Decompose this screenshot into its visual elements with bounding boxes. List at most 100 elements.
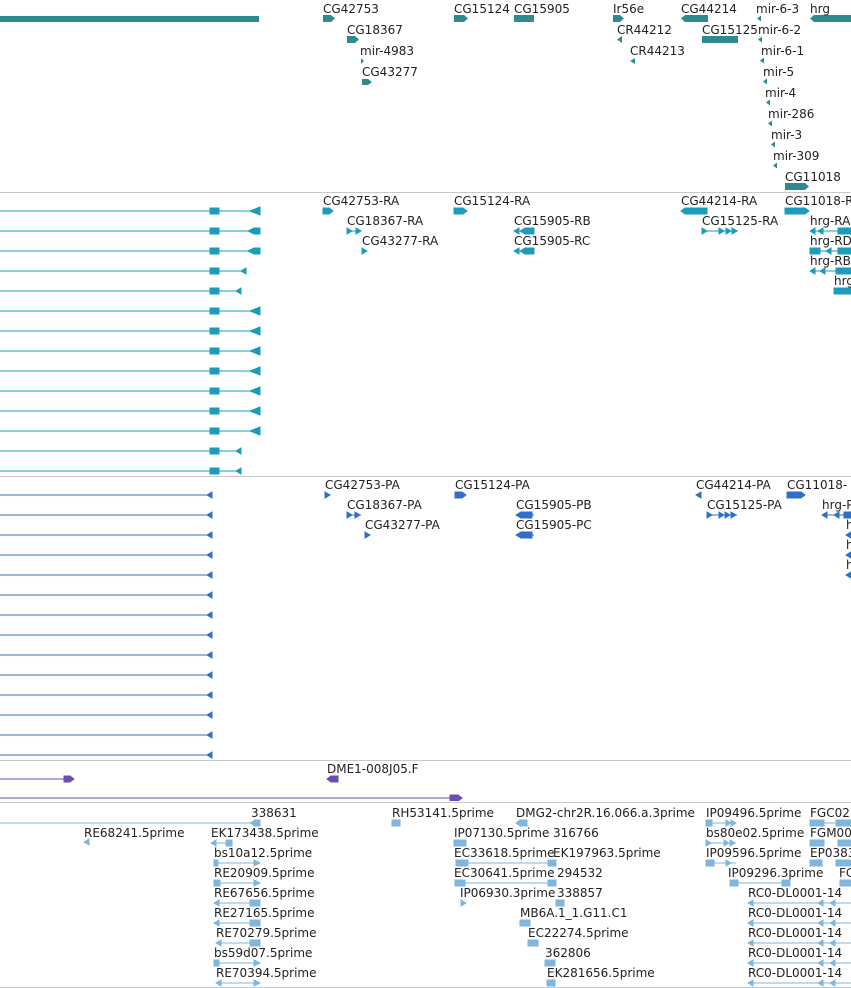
est-label[interactable]: bs59d07.5prime: [214, 946, 312, 960]
protein-label[interactable]: CG11018-: [787, 478, 847, 492]
est-label[interactable]: IP09496.5prime: [706, 806, 801, 820]
gene-feature[interactable]: [514, 15, 534, 22]
protein-label[interactable]: CG15905-PC: [516, 518, 592, 532]
est-feature[interactable]: [392, 820, 400, 826]
est-feature[interactable]: [216, 980, 260, 986]
transcript-feature[interactable]: [0, 367, 260, 375]
est-label[interactable]: 338631: [251, 806, 297, 820]
est-label[interactable]: IP09296.3prime: [728, 866, 823, 880]
transcript-feature[interactable]: [0, 248, 260, 254]
transcript-label[interactable]: CG44214-RA: [681, 194, 757, 208]
est-label[interactable]: FGC027: [810, 806, 851, 820]
gene-feature[interactable]: [617, 36, 622, 43]
gene-label[interactable]: CR44213: [630, 44, 685, 58]
gene-label[interactable]: mir-6-3: [756, 2, 799, 16]
gene-feature[interactable]: [766, 100, 770, 106]
gene-feature[interactable]: [757, 16, 761, 22]
protein-feature[interactable]: [707, 512, 737, 518]
gene-feature[interactable]: [613, 15, 624, 22]
est-label[interactable]: IP07130.5prime: [454, 826, 549, 840]
gene-feature[interactable]: [0, 16, 259, 22]
transcript-feature[interactable]: [0, 387, 260, 395]
transcript-feature[interactable]: [0, 207, 260, 215]
gene-feature[interactable]: [771, 142, 775, 148]
est-label[interactable]: RC0-DL0001-14: [748, 906, 842, 920]
protein-feature[interactable]: [0, 592, 212, 598]
protein-feature[interactable]: [0, 512, 212, 518]
gene-label[interactable]: mir-3: [771, 128, 802, 142]
protein-label[interactable]: CG15124-PA: [455, 478, 530, 492]
protein-feature[interactable]: [325, 492, 330, 498]
transcript-label[interactable]: hrg: [834, 274, 851, 288]
transcript-feature[interactable]: [514, 248, 534, 254]
gene-feature[interactable]: [630, 58, 635, 64]
gene-label[interactable]: CR44212: [617, 23, 672, 37]
gene-label[interactable]: mir-6-1: [761, 44, 804, 58]
clone-feature[interactable]: [0, 776, 74, 782]
transcript-feature[interactable]: [347, 228, 361, 234]
clone-feature[interactable]: [327, 776, 338, 782]
protein-feature[interactable]: [347, 512, 361, 518]
transcript-label[interactable]: CG15125-RA: [702, 214, 778, 228]
gene-feature[interactable]: [454, 15, 468, 22]
est-label[interactable]: RH53141.5prime: [392, 806, 494, 820]
transcript-label[interactable]: hrg-RB: [810, 254, 851, 268]
transcript-feature[interactable]: [454, 208, 467, 214]
est-label[interactable]: bs10a12.5prime: [214, 846, 312, 860]
transcript-feature[interactable]: [0, 268, 246, 274]
est-label[interactable]: bs80e02.5prime: [706, 826, 804, 840]
transcript-feature[interactable]: [0, 307, 260, 315]
est-label[interactable]: EP0383: [810, 846, 851, 860]
protein-label[interactable]: CG18367-PA: [347, 498, 422, 512]
protein-feature[interactable]: [0, 532, 212, 538]
protein-label[interactable]: h: [846, 518, 851, 532]
est-label[interactable]: 316766: [553, 826, 599, 840]
protein-feature[interactable]: [365, 532, 370, 538]
protein-feature[interactable]: [455, 492, 466, 498]
est-label[interactable]: 294532: [557, 866, 603, 880]
gene-label[interactable]: mir-6-2: [758, 23, 801, 37]
est-label[interactable]: 338857: [557, 886, 603, 900]
transcript-label[interactable]: hrg-RA: [810, 214, 850, 228]
protein-feature[interactable]: [0, 552, 212, 558]
protein-feature[interactable]: [0, 712, 212, 718]
gene-feature[interactable]: [362, 79, 372, 85]
est-label[interactable]: RE68241.5prime: [84, 826, 185, 840]
transcript-label[interactable]: CG11018-R: [785, 194, 851, 208]
est-label[interactable]: RC0-DL0001-14: [748, 946, 842, 960]
est-label[interactable]: MB6A.1_1.G11.C1: [520, 906, 628, 920]
clone-label[interactable]: DME1-008J05.F: [327, 762, 419, 776]
protein-feature[interactable]: [846, 572, 851, 578]
protein-feature[interactable]: [0, 672, 212, 678]
gene-feature[interactable]: [681, 15, 708, 22]
transcript-feature[interactable]: [0, 427, 260, 435]
protein-feature[interactable]: [0, 492, 212, 498]
gene-label[interactable]: CG18367: [347, 23, 403, 37]
transcript-feature[interactable]: [0, 228, 260, 234]
transcript-label[interactable]: hrg-RD: [810, 234, 851, 248]
transcript-label[interactable]: CG15905-RC: [514, 234, 590, 248]
gene-label[interactable]: CG43277: [362, 65, 418, 79]
gene-feature[interactable]: [347, 36, 359, 43]
est-label[interactable]: RC0-DL0001-14: [748, 966, 842, 980]
transcript-label[interactable]: CG42753-RA: [323, 194, 399, 208]
transcript-feature[interactable]: [0, 407, 260, 415]
transcript-feature[interactable]: [0, 468, 241, 474]
est-feature[interactable]: [748, 980, 851, 986]
gene-feature[interactable]: [763, 79, 767, 85]
protein-feature[interactable]: [696, 492, 701, 498]
protein-label[interactable]: h: [846, 538, 851, 552]
gene-feature[interactable]: [758, 37, 762, 43]
est-feature[interactable]: [528, 940, 538, 946]
est-feature[interactable]: [461, 900, 466, 906]
protein-label[interactable]: CG15125-PA: [707, 498, 782, 512]
gene-feature[interactable]: [323, 15, 335, 22]
protein-feature[interactable]: [0, 632, 212, 638]
protein-feature[interactable]: [0, 612, 212, 618]
transcript-feature[interactable]: [323, 208, 333, 214]
gene-label[interactable]: mir-4: [765, 86, 796, 100]
protein-feature[interactable]: [0, 692, 212, 698]
protein-feature[interactable]: [0, 732, 212, 738]
transcript-feature[interactable]: [785, 208, 809, 214]
protein-feature[interactable]: [0, 752, 212, 758]
